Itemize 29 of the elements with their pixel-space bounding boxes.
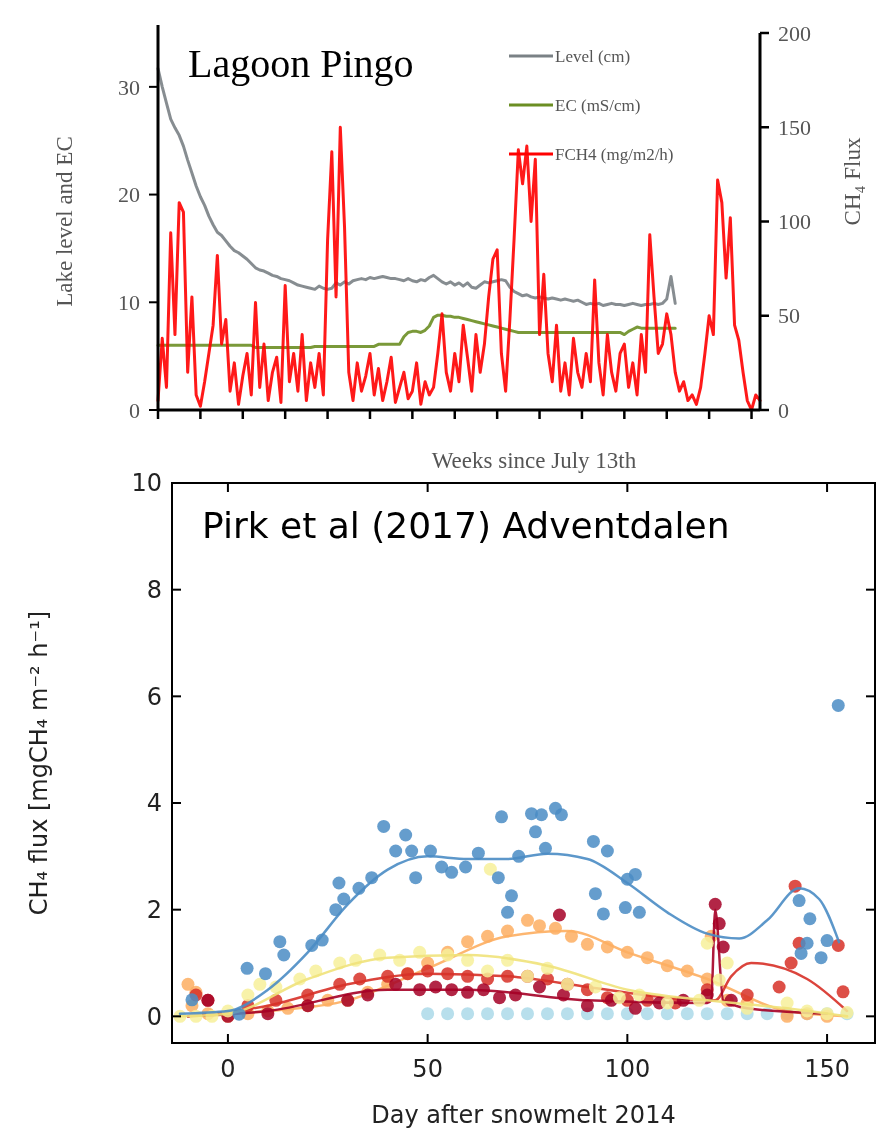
legend-label: FCH4 (mg/m2/h) bbox=[555, 144, 674, 164]
y-tick-label: 30 bbox=[118, 74, 140, 100]
y-tick-label: 2 bbox=[146, 896, 162, 925]
y-tick-label: 0 bbox=[129, 397, 140, 423]
y-axis-title: Lake level and EC bbox=[52, 136, 77, 307]
y-tick-label: 20 bbox=[118, 182, 140, 208]
x-tick-label: 0 bbox=[220, 1055, 236, 1083]
y2-tick-label: 150 bbox=[778, 114, 811, 140]
y-tick-label: 6 bbox=[146, 682, 162, 711]
y2-axis-title: CH₄ Flux bbox=[840, 137, 865, 226]
chart-title: Lagoon Pingo bbox=[188, 41, 414, 86]
y-tick-label: 8 bbox=[146, 576, 162, 605]
y2-tick-label: 100 bbox=[778, 209, 811, 235]
legend-label: Level (cm) bbox=[555, 46, 631, 66]
y2-tick-label: 0 bbox=[778, 397, 789, 423]
text: Pirk et al (2017) Adventdalen bbox=[202, 505, 730, 546]
y-tick-label: 10 bbox=[131, 469, 162, 498]
x-tick-label: 50 bbox=[412, 1055, 443, 1083]
x-tick-label: 100 bbox=[604, 1055, 651, 1083]
y-tick-label: 0 bbox=[146, 1002, 162, 1031]
x-tick-label: 150 bbox=[804, 1055, 850, 1083]
x-axis-title: Weeks since July 13th bbox=[431, 448, 637, 473]
x-axis-title: Day after snowmelt 2014 bbox=[371, 1101, 676, 1129]
y-tick-label: 4 bbox=[146, 789, 162, 818]
y2-tick-label: 200 bbox=[778, 20, 811, 46]
y-tick-label: 10 bbox=[118, 289, 140, 315]
legend-label: EC (mS/cm) bbox=[555, 95, 641, 115]
y-axis-title: CH₄ flux [mgCH₄ m⁻² h⁻¹] bbox=[25, 610, 53, 916]
y2-tick-label: 50 bbox=[778, 303, 800, 329]
